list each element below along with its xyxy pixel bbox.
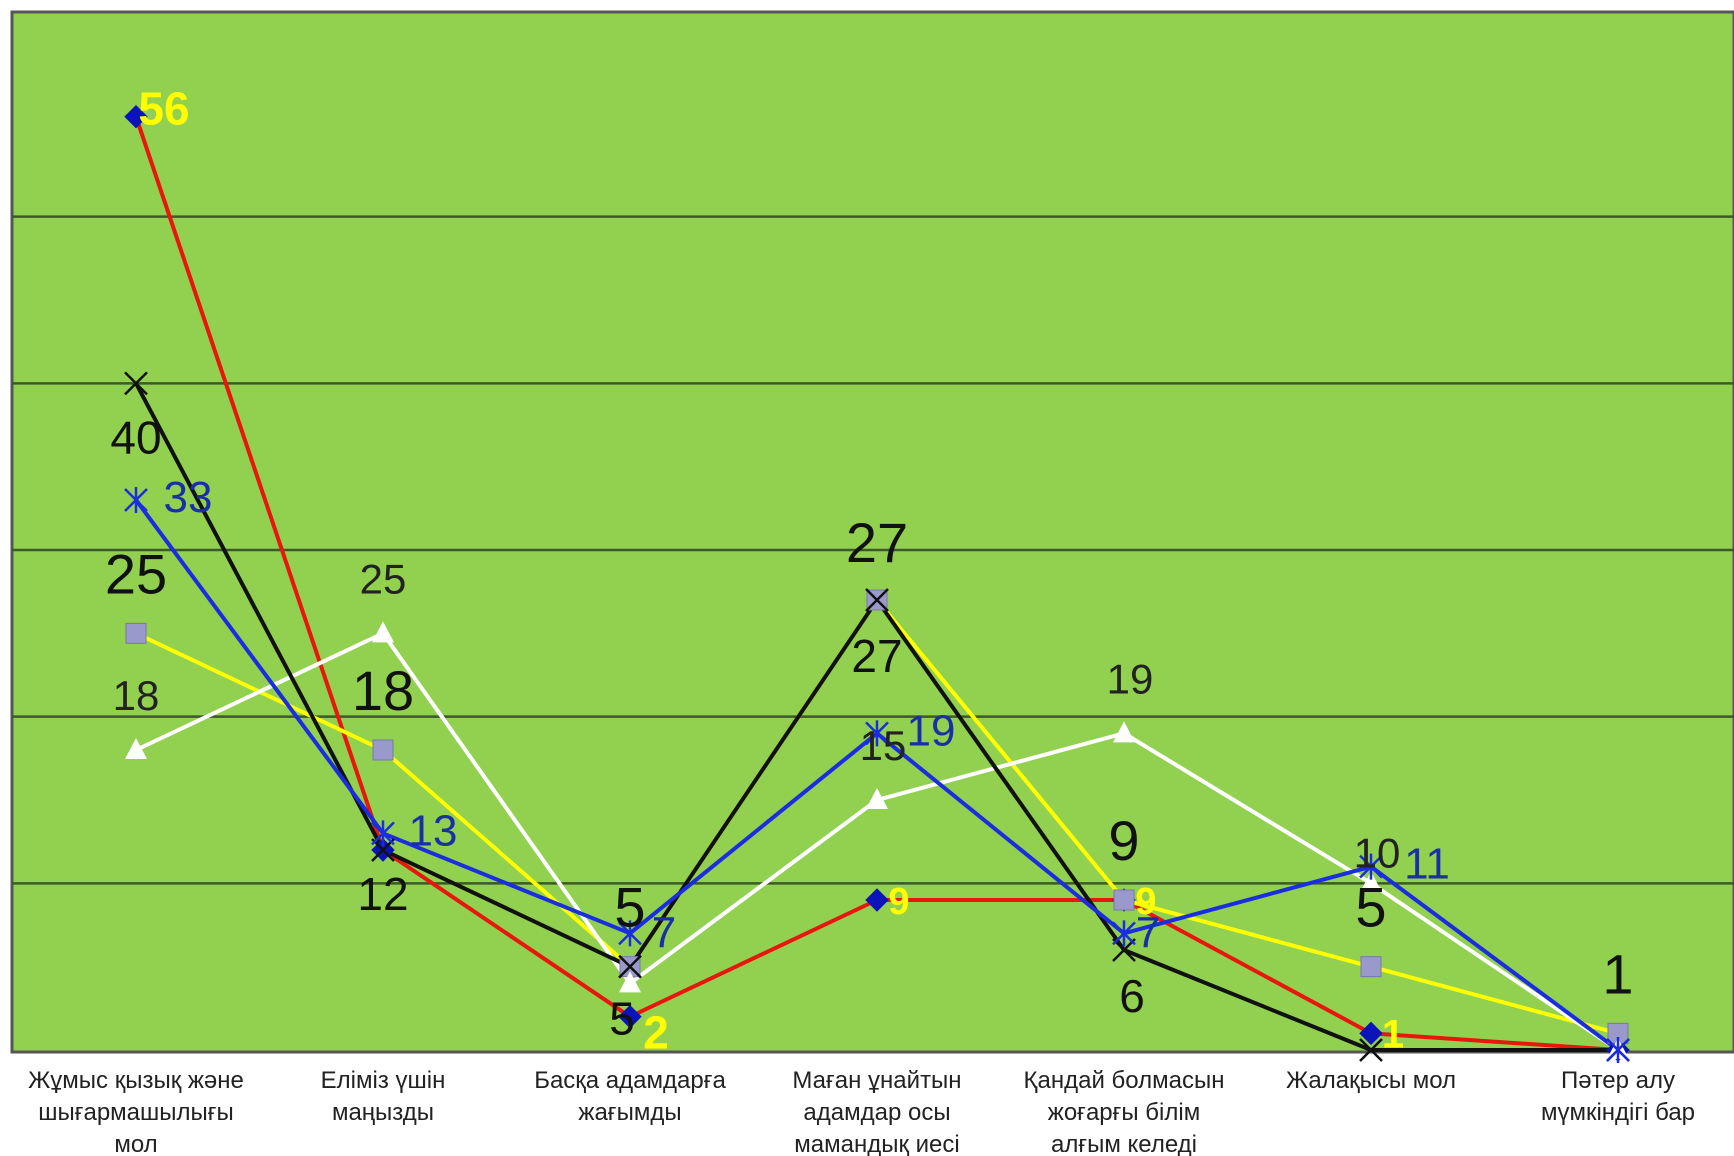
data-label-s1-1: 56 [138,83,189,135]
data-label-s5-5: 7 [1136,908,1160,957]
data-label-s5-1: 33 [164,473,213,522]
data-point-s1-4 [865,888,889,912]
data-point-s3-3 [619,971,641,993]
data-point-s5-6 [1359,853,1383,880]
category-label-2: Еліміз үшін маңызды [321,1067,446,1126]
data-label-s5-4: 19 [907,706,956,755]
data-point-s3-5 [1113,721,1135,743]
data-label-s2-5: 9 [1108,809,1139,872]
data-label-s3-5: 19 [1107,655,1154,702]
data-label-s5-3: 7 [652,908,676,957]
data-point-s3-2 [372,621,394,643]
data-label-s3-2: 25 [360,555,407,602]
data-label-s1-6: 1 [1382,1012,1404,1056]
data-point-s3-4 [866,788,888,809]
data-point-s5-5 [1112,920,1136,947]
data-label-s1-3: 2 [643,1007,669,1059]
data-point-s1-1 [124,104,148,129]
data-label-s2-4: 27 [846,511,908,574]
data-label-s4-2: 12 [357,868,408,920]
category-label-4: Маған ұнайтын адамдар осы мамандық иесі [792,1067,961,1156]
data-point-s1-3 [618,1004,642,1029]
data-label-s3-4: 15 [860,722,907,769]
data-label-s1-5: 9 [1135,881,1156,923]
data-label-s5-6: 11 [1404,840,1450,889]
data-point-s4-2 [371,838,395,862]
data-label-s4-5: 6 [1119,970,1145,1022]
series-markers [124,104,1630,1063]
data-point-s4-6 [1359,1038,1383,1062]
data-label-s2-6: 5 [1355,876,1386,939]
data-point-s5-1 [124,487,148,513]
data-point-s5-3 [618,920,642,947]
data-label-s3-1: 18 [113,672,160,719]
data-label-s2-7: 1 [1602,942,1633,1005]
data-point-s4-5 [1112,938,1136,962]
data-label-s2-1: 25 [105,542,167,605]
data-label-s4-3: 5 [609,993,635,1045]
data-point-s2-6 [1360,956,1382,978]
category-label-6: Жалақысы мол [1286,1067,1456,1094]
data-point-s5-7 [1606,1037,1630,1063]
data-point-s2-5 [1113,889,1135,911]
data-label-s4-4: 27 [851,630,902,682]
data-point-s4-4 [865,588,889,612]
category-label-5: Қандай болмасын жоғарғы білім алғым келеді [1024,1067,1225,1156]
data-point-s4-1 [124,371,148,396]
data-point-s3-1 [125,738,147,759]
category-label-3: Басқа адамдарға жағымды [534,1067,726,1126]
category-label-1: Жұмыс қызық және шығармашылығы мол [28,1067,244,1156]
plot-area [10,10,1734,1054]
data-label-s2-3: 5 [614,876,645,939]
data-point-s2-1 [125,622,147,644]
data-point-s2-2 [372,739,394,761]
data-point-s5-4 [865,720,889,747]
data-point-s1-6 [1359,1021,1383,1046]
data-label-s4-1: 40 [110,411,161,463]
data-point-s5-2 [371,820,395,847]
data-point-s4-3 [618,954,642,979]
data-label-s2-2: 18 [352,659,414,722]
data-point-s3-6 [1360,871,1382,893]
data-label-s5-2: 13 [409,806,458,855]
data-label-s1-4: 9 [888,881,909,923]
data-label-s3-6: 10 [1354,829,1401,876]
category-label-7: Пәтер алу мүмкіндігі бар [1541,1067,1695,1126]
category-labels: Жұмыс қызық және шығармашылығы мол Еліміз ү… [28,1067,1695,1156]
